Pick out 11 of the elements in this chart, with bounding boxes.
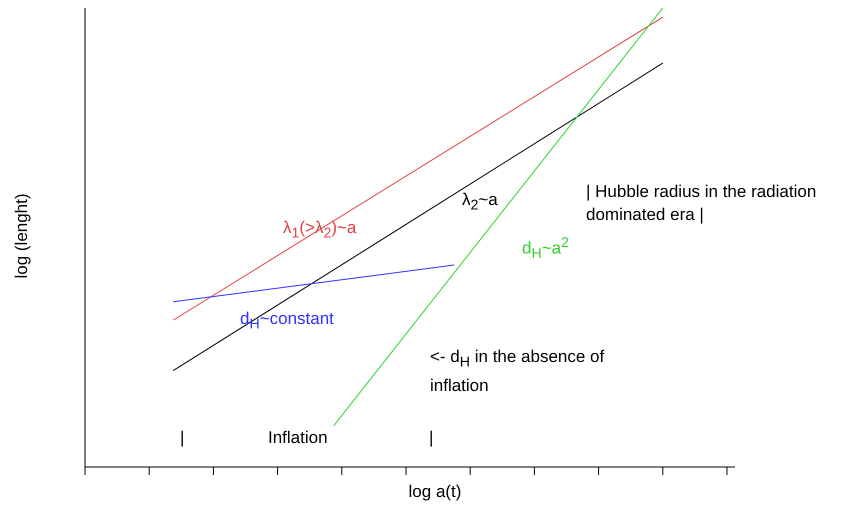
annotation: | (429, 427, 434, 449)
series-label: d$_{H}$~constant (240, 309, 334, 332)
series-label: λ$_{2}$~a (462, 190, 498, 214)
y-axis-title: log (lenght) (12, 193, 32, 279)
annotation: <- d$_{H}$ in the absence of inflation (430, 346, 606, 398)
series-label: λ$_{1}$(>λ$_{2}$)~a (283, 218, 356, 242)
series-label: d$_{H}$~a$^{2}$ (522, 235, 569, 262)
annotation: | Hubble radius in the radiation dominated era | (586, 181, 818, 226)
annotation: Inflation (268, 427, 329, 449)
annotation: | (180, 427, 186, 449)
x-axis-title: log a(t) (408, 482, 462, 502)
